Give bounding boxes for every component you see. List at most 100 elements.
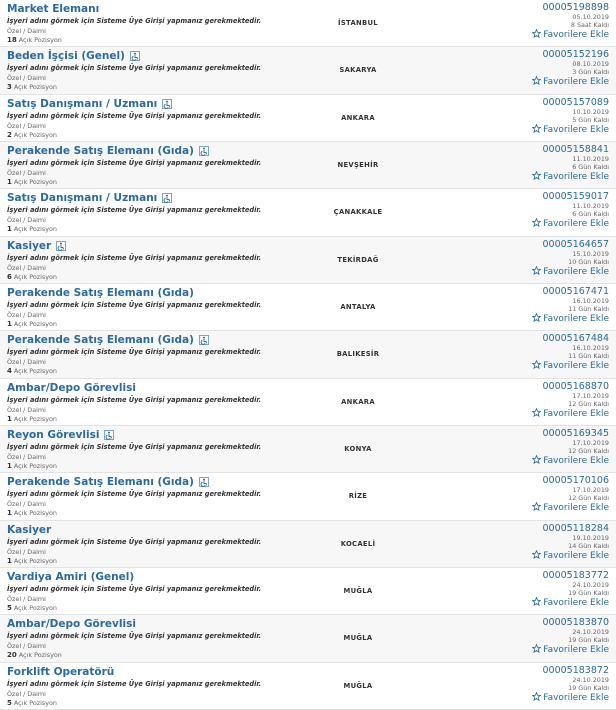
job-remaining: 12 Gün Kaldı (568, 399, 609, 408)
favorite-button[interactable]: Favorilere Ekle (531, 359, 609, 372)
job-title[interactable]: Perakende Satış Elemanı (Gıda) (7, 286, 194, 299)
job-id[interactable]: 00005118284 (542, 522, 610, 534)
open-positions: 18 Açık Pozisyon (7, 36, 62, 44)
star-icon (531, 501, 542, 512)
job-date: 11.10.2019 (572, 154, 609, 163)
job-id[interactable]: 00005170106 (542, 475, 610, 487)
job-remaining: 19 Gün Kaldı (568, 588, 609, 597)
job-id[interactable]: 00005159017 (542, 191, 610, 203)
position-label: Açık Pozisyon (13, 414, 57, 423)
job-id[interactable]: 00005169345 (542, 427, 610, 439)
city: ÇANAKKALE (333, 208, 383, 217)
job-id[interactable]: 00005198898 (542, 2, 610, 13)
job-id[interactable]: 00005183872 (542, 664, 610, 676)
position-count: 1 (7, 556, 12, 565)
favorite-button[interactable]: Favorilere Ekle (531, 217, 609, 230)
star-icon (531, 123, 542, 133)
job-date: 19.10.2019 (572, 533, 609, 542)
position-label: Açık Pozisyon (13, 461, 57, 470)
job-title[interactable]: Satış Danışmanı / Uzmanı (7, 97, 158, 110)
job-row: Beden İşçisi (Genel) İşyeri adını görmek … (0, 47, 616, 95)
job-meta: 00005167484 16.10.2019 11 Gün Kaldı Favoril… (531, 333, 610, 372)
position-label: Açık Pozisyon (18, 651, 62, 660)
job-id[interactable]: 00005164657 (542, 238, 610, 250)
open-positions: 1 Açık Pozisyon (7, 178, 57, 186)
job-title[interactable]: Kasiyer (7, 523, 52, 536)
job-date: 17.10.2019 (572, 486, 609, 495)
job-date: 11.10.2019 (572, 202, 609, 211)
login-note: İşyeri adını görmek için Sisteme Üye Gir… (7, 158, 262, 167)
job-title[interactable]: Forklift Operatörü (7, 665, 115, 678)
job-title[interactable]: Beden İşçisi (Genel) (7, 50, 125, 63)
open-positions: 20 Açık Pozisyon (7, 651, 62, 659)
favorite-button[interactable]: Favorilere Ekle (531, 691, 609, 704)
job-title[interactable]: Perakende Satış Elemanı (Gıda) (7, 476, 194, 489)
favorite-button[interactable]: Favorilere Ekle (531, 312, 609, 325)
city: ANKARA (341, 113, 375, 122)
job-remaining: 8 Saat Kaldı (570, 21, 609, 29)
job-meta: 00005118284 19.10.2019 14 Gün Kaldı Favoril… (531, 522, 610, 562)
job-id[interactable]: 00005157089 (542, 96, 610, 108)
city: KONYA (344, 444, 372, 453)
favorite-button[interactable]: Favorilere Ekle (531, 407, 609, 420)
favorite-button[interactable]: Favorilere Ekle (531, 75, 609, 88)
open-positions: 1 Açık Pozisyon (7, 415, 57, 423)
open-positions: 2 Açık Pozisyon (7, 131, 57, 139)
favorite-label: Favorilere Ekle (543, 692, 609, 703)
job-title-wrap: Perakende Satış Elemanı (Gıda) (7, 287, 194, 299)
job-title[interactable]: Satış Danışmanı / Uzmanı (7, 192, 158, 205)
job-id[interactable]: 00005168870 (542, 380, 610, 392)
favorite-button[interactable]: Favorilere Ekle (531, 549, 609, 562)
job-meta: 00005183872 24.10.2019 19 Gün Kaldı Favoril… (531, 664, 610, 704)
favorite-label: Favorilere Ekle (543, 77, 609, 88)
job-title[interactable]: Ambar/Depo Görevlisi (7, 618, 136, 631)
job-remaining: 5 Gün Kaldı (572, 115, 609, 124)
job-row: Satış Danışmanı / Uzmanı İşyeri adını gör… (0, 189, 616, 237)
job-kind: Özel / Daimi (7, 405, 46, 414)
job-id[interactable]: 00005167484 (542, 333, 610, 345)
favorite-label: Favorilere Ekle (543, 597, 609, 608)
favorite-button[interactable]: Favorilere Ekle (531, 454, 609, 467)
job-title[interactable]: Vardiya Amiri (Genel) (7, 570, 135, 583)
job-date: 10.10.2019 (572, 107, 609, 116)
star-icon (531, 407, 542, 417)
city: ANTALYA (340, 302, 376, 311)
favorite-button[interactable]: Favorilere Ekle (531, 265, 609, 278)
job-title[interactable]: Kasiyer (7, 239, 52, 252)
job-date: 16.10.2019 (572, 344, 609, 353)
city: MUĞLA (343, 634, 373, 643)
job-row: Kasiyer İşyeri adını görmek için Sisteme … (0, 520, 616, 568)
open-positions: 1 Açık Pozisyon (7, 557, 57, 565)
open-positions: 1 Açık Pozisyon (7, 509, 57, 517)
job-id[interactable]: 00005152196 (542, 49, 610, 61)
job-id[interactable]: 00005167471 (542, 285, 610, 297)
job-id[interactable]: 00005183772 (542, 569, 610, 581)
favorite-button[interactable]: Favorilere Ekle (531, 28, 609, 41)
job-title[interactable]: Perakende Satış Elemanı (Gıda) (7, 334, 194, 347)
job-id[interactable]: 00005158841 (542, 143, 610, 155)
favorite-button[interactable]: Favorilere Ekle (531, 643, 609, 656)
favorite-label: Favorilere Ekle (543, 645, 609, 656)
login-note: İşyeri adını görmek için Sisteme Üye Gir… (7, 537, 262, 546)
open-positions: 1 Açık Pozisyon (7, 462, 57, 470)
job-title[interactable]: Market Elemanı (7, 3, 100, 15)
favorite-button[interactable]: Favorilere Ekle (531, 596, 609, 609)
login-note: İşyeri adını görmek için Sisteme Üye Gir… (7, 17, 262, 25)
job-title[interactable]: Reyon Görevlisi (7, 428, 100, 441)
favorite-button[interactable]: Favorilere Ekle (531, 123, 609, 136)
job-id[interactable]: 00005183870 (542, 617, 610, 629)
job-remaining: 11 Gün Kaldı (568, 352, 609, 361)
job-title[interactable]: Ambar/Depo Görevlisi (7, 381, 136, 394)
city: ANKARA (341, 397, 375, 406)
favorite-label: Favorilere Ekle (543, 124, 609, 135)
position-label: Açık Pozisyon (13, 698, 57, 707)
favorite-label: Favorilere Ekle (543, 408, 609, 419)
login-note: İşyeri adını görmek için Sisteme Üye Gir… (7, 300, 262, 309)
favorite-button[interactable]: Favorilere Ekle (531, 501, 609, 514)
favorite-label: Favorilere Ekle (543, 219, 609, 230)
job-title[interactable]: Perakende Satış Elemanı (Gıda) (7, 144, 194, 157)
job-meta: 00005168870 17.10.2019 12 Gün Kaldı Favoril… (531, 380, 610, 420)
favorite-button[interactable]: Favorilere Ekle (531, 170, 609, 183)
favorite-label: Favorilere Ekle (543, 266, 609, 277)
star-icon (531, 75, 542, 86)
